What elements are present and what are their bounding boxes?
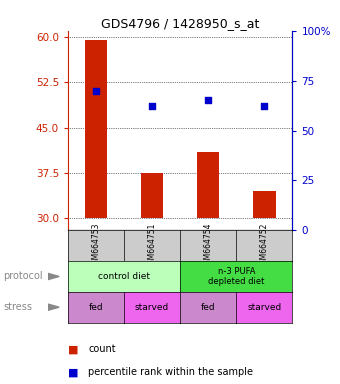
Text: starved: starved [135, 303, 169, 312]
Bar [141, 173, 163, 218]
Text: n-3 PUFA
depleted diet: n-3 PUFA depleted diet [208, 267, 265, 286]
Text: percentile rank within the sample: percentile rank within the sample [88, 367, 253, 377]
Text: GSM664751: GSM664751 [148, 223, 157, 269]
Point [261, 103, 267, 109]
Text: count: count [88, 344, 116, 354]
Title: GDS4796 / 1428950_s_at: GDS4796 / 1428950_s_at [101, 17, 259, 30]
Text: starved: starved [247, 303, 282, 312]
Polygon shape [48, 273, 59, 280]
Text: ■: ■ [68, 367, 79, 377]
Text: GSM664754: GSM664754 [204, 222, 213, 269]
Bar [253, 191, 275, 218]
Text: control diet: control diet [98, 272, 150, 281]
Bar [85, 40, 107, 218]
Bar [197, 152, 219, 218]
Text: fed: fed [201, 303, 216, 312]
Text: fed: fed [89, 303, 103, 312]
Point [205, 97, 211, 103]
Text: GSM664752: GSM664752 [260, 223, 269, 269]
Text: ■: ■ [68, 344, 79, 354]
Text: protocol: protocol [3, 271, 43, 281]
Text: stress: stress [3, 302, 32, 312]
Point [149, 103, 155, 109]
Text: GSM664753: GSM664753 [91, 222, 101, 269]
Point [93, 88, 99, 94]
Polygon shape [48, 304, 59, 310]
